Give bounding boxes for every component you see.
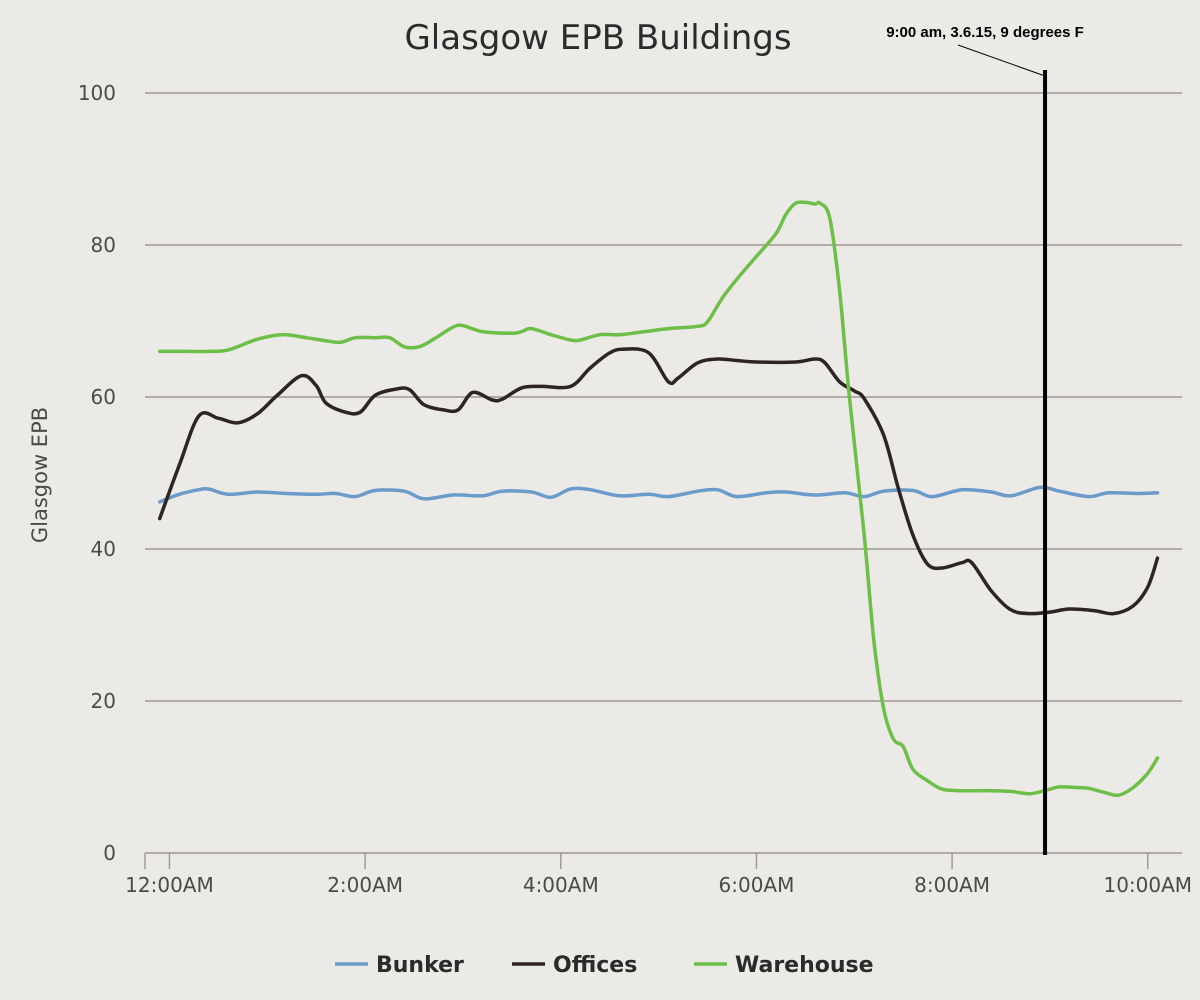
x-tick-label: 12:00AM xyxy=(125,873,214,897)
y-tick-label: 0 xyxy=(103,841,116,865)
x-tick-label: 6:00AM xyxy=(719,873,795,897)
y-axis-ticks: 0 20 40 60 80 100 xyxy=(78,81,116,865)
y-tick-label: 20 xyxy=(91,689,116,713)
chart-title: Glasgow EPB Buildings xyxy=(404,18,791,58)
x-axis xyxy=(144,852,1182,869)
legend-label-bunker: Bunker xyxy=(376,953,464,978)
x-tick-label: 4:00AM xyxy=(523,873,599,897)
legend: Bunker Offices Warehouse xyxy=(335,953,874,978)
y-tick-label: 60 xyxy=(91,385,116,409)
series-line-bunker xyxy=(157,485,1160,504)
series-line-offices xyxy=(157,347,1160,616)
y-tick-label: 80 xyxy=(91,233,116,257)
y-tick-label: 40 xyxy=(91,537,116,561)
x-tick-label: 10:00AM xyxy=(1103,873,1192,897)
annotation: 9:00 am, 3.6.15, 9 degrees F xyxy=(886,24,1084,855)
legend-label-offices: Offices xyxy=(553,953,637,978)
annotation-leader-line xyxy=(957,44,1046,77)
series-lines xyxy=(157,200,1160,798)
y-axis-title: Glasgow EPB xyxy=(28,407,52,543)
series-line-warehouse xyxy=(157,200,1160,798)
x-axis-ticks: 12:00AM 2:00AM 4:00AM 6:00AM 8:00AM 10:00AM xyxy=(125,853,1192,897)
x-tick-label: 2:00AM xyxy=(327,873,403,897)
y-tick-label: 100 xyxy=(78,81,116,105)
legend-label-warehouse: Warehouse xyxy=(735,953,874,978)
annotation-text: 9:00 am, 3.6.15, 9 degrees F xyxy=(886,24,1084,41)
gridlines xyxy=(145,92,1182,702)
x-tick-label: 8:00AM xyxy=(914,873,990,897)
